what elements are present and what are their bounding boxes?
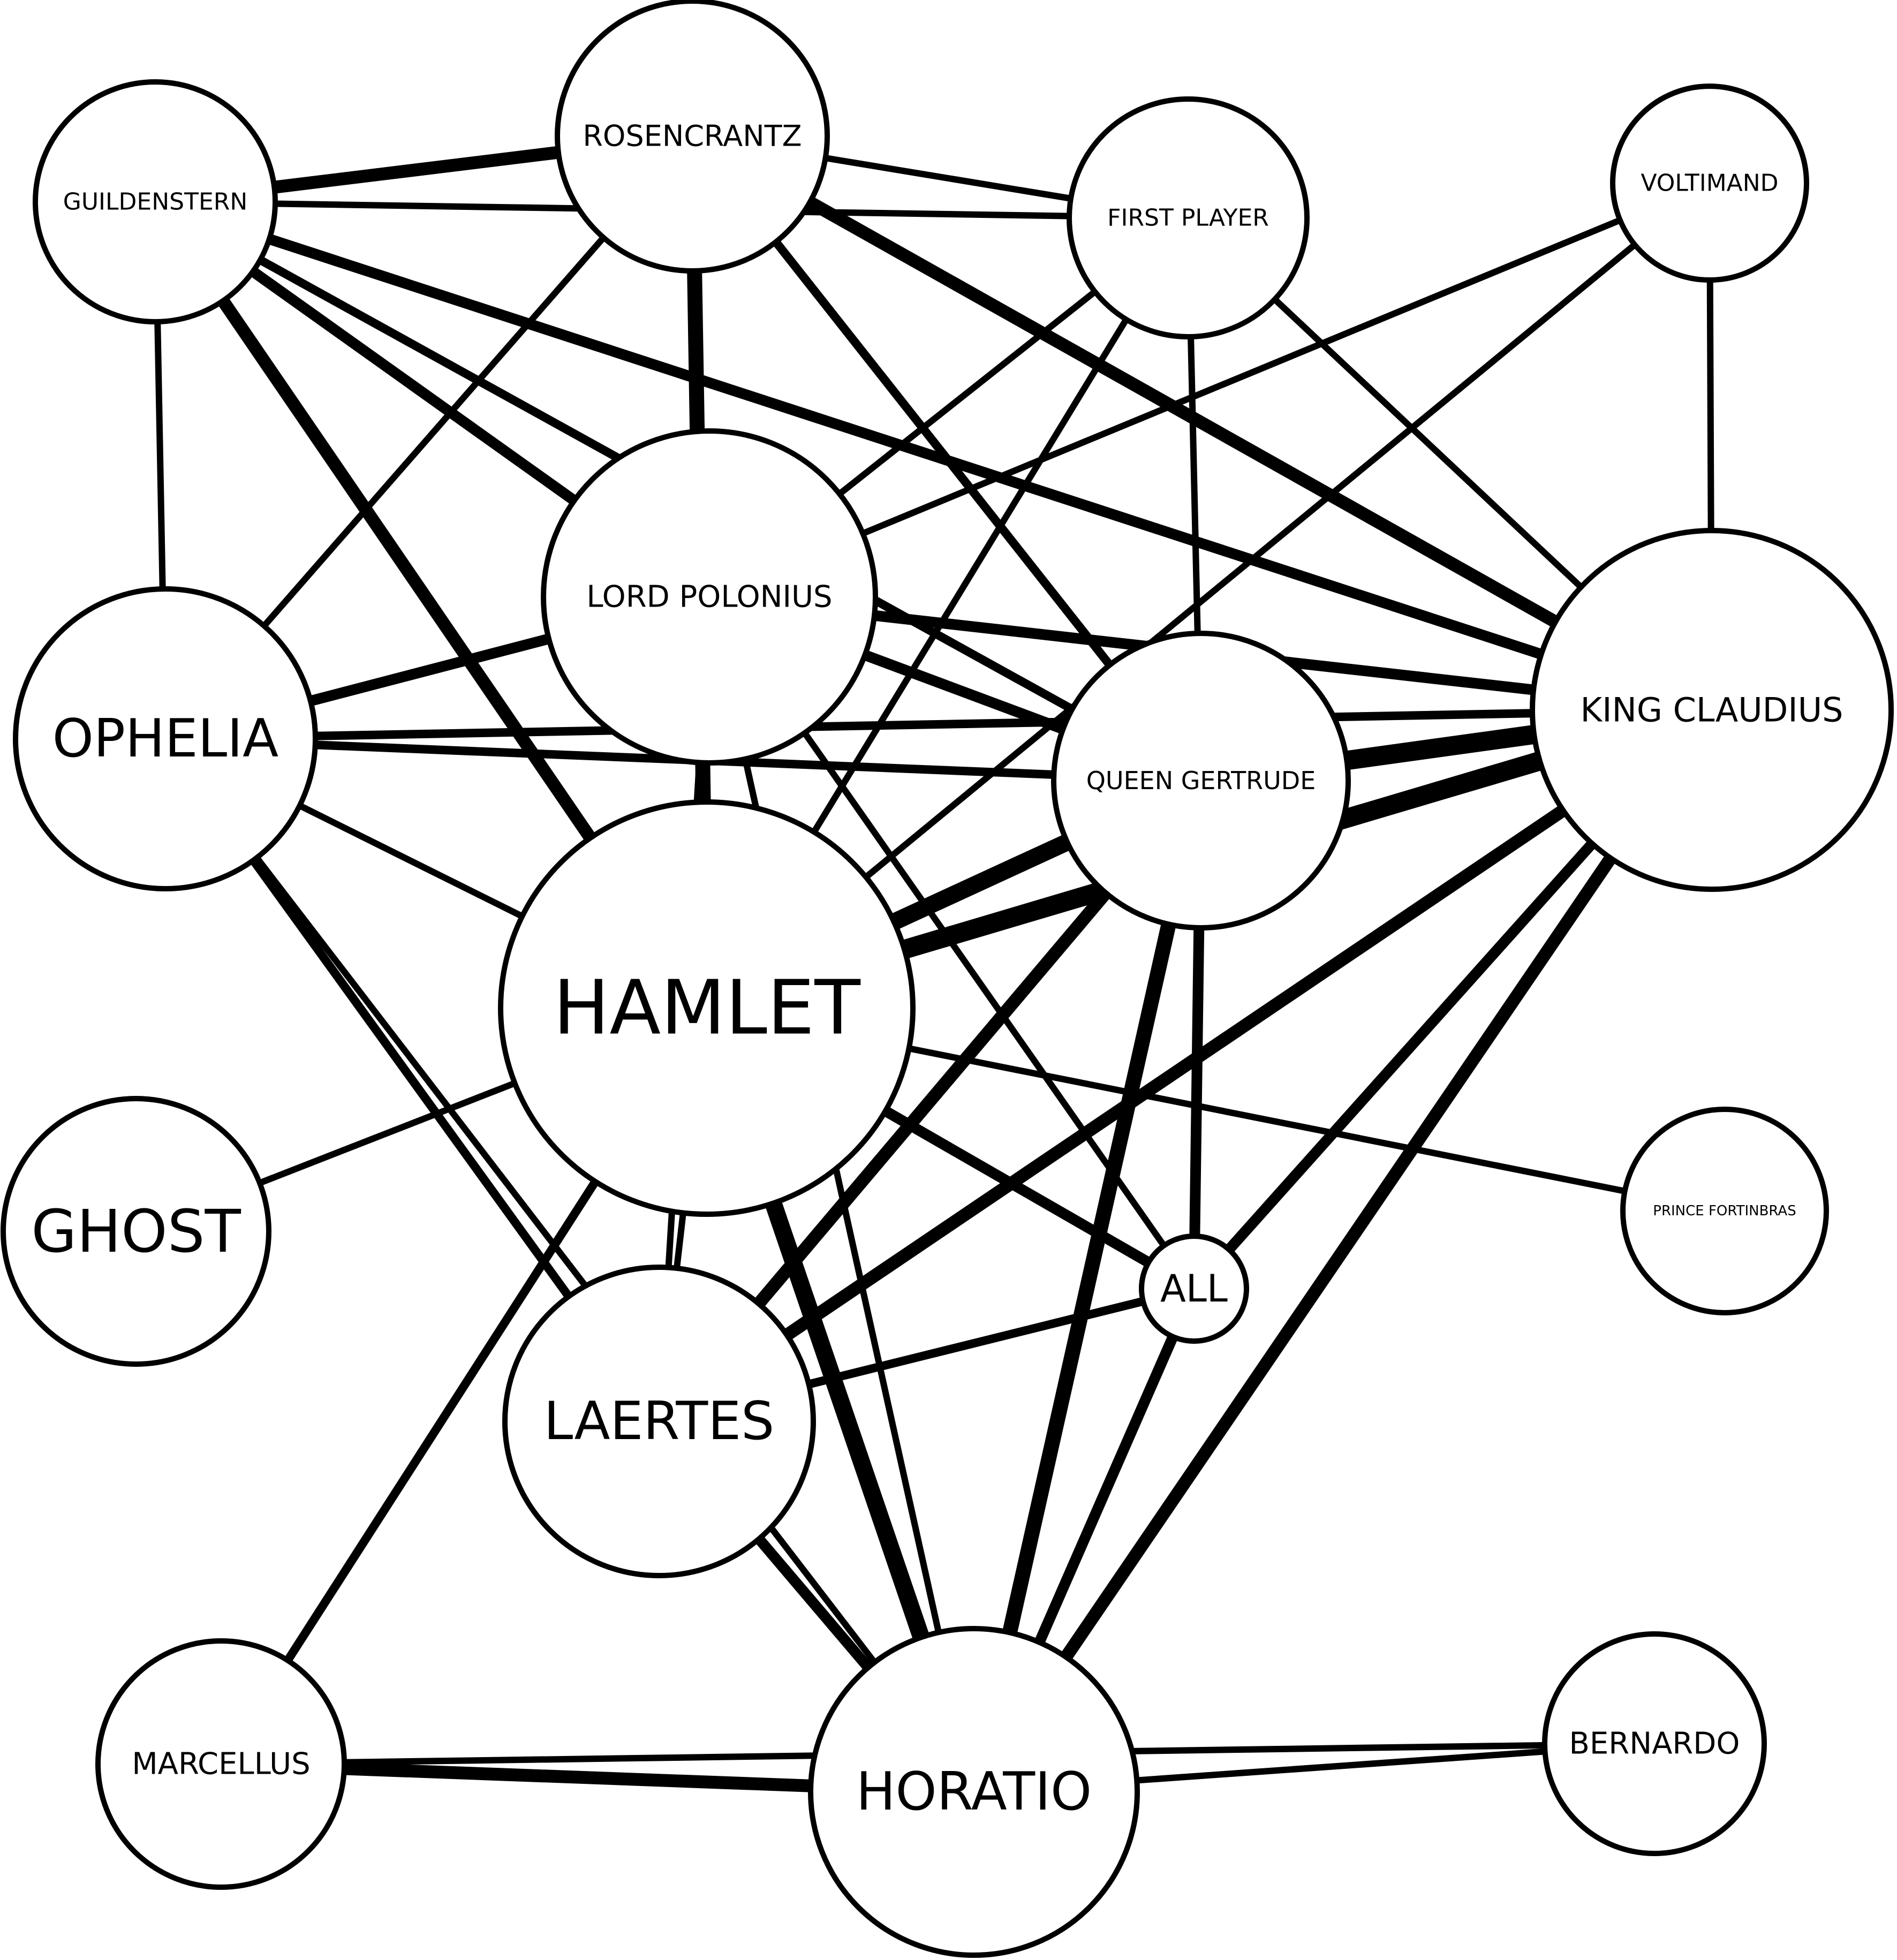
node-circle-voltimand bbox=[1610, 84, 1809, 283]
node-circle-laertes bbox=[502, 1265, 816, 1578]
edge-voltimand-hamlet bbox=[705, 180, 1712, 1011]
node-horatio: HORATIO bbox=[808, 1626, 1140, 1958]
node-circle-queen-gertrude bbox=[1051, 631, 1351, 930]
node-bernardo: BERNARDO bbox=[1542, 1631, 1767, 1856]
node-label-marcellus: MARCELLUS bbox=[132, 1747, 310, 1782]
edge-guildenstern-king-claudius bbox=[153, 196, 1714, 715]
node-label-ghost: GHOST bbox=[31, 1197, 241, 1266]
node-label-horatio: HORATIO bbox=[856, 1761, 1092, 1822]
node-queen-gertrude: QUEEN GERTRUDE bbox=[1051, 631, 1351, 930]
edge-rosencrantz-king-claudius bbox=[689, 130, 1715, 716]
node-circle-hamlet bbox=[498, 799, 916, 1217]
node-all: ALL bbox=[1139, 1233, 1249, 1344]
node-label-bernardo: BERNARDO bbox=[1569, 1727, 1740, 1761]
node-king-claudius: KING CLAUDIUS bbox=[1530, 528, 1894, 892]
node-label-lord-polonius: LORD POLONIUS bbox=[586, 580, 832, 615]
node-circle-marcellus bbox=[95, 1638, 347, 1890]
node-circle-rosencrantz bbox=[555, 0, 830, 274]
node-label-voltimand: VOLTIMAND bbox=[1641, 170, 1778, 197]
node-circle-king-claudius bbox=[1530, 528, 1894, 892]
node-label-rosencrantz: ROSENCRANTZ bbox=[583, 119, 802, 153]
node-label-hamlet: HAMLET bbox=[553, 965, 860, 1052]
node-guildenstern: GUILDENSTERN bbox=[33, 79, 278, 324]
node-label-all: ALL bbox=[1160, 1267, 1228, 1311]
node-marcellus: MARCELLUS bbox=[95, 1638, 347, 1890]
node-label-guildenstern: GUILDENSTERN bbox=[63, 188, 247, 216]
edge-king-claudius-laertes bbox=[655, 705, 1715, 1427]
edge-lord-polonius-horatio bbox=[706, 596, 977, 1793]
node-circle-ophelia bbox=[13, 586, 318, 891]
node-label-queen-gertrude: QUEEN GERTRUDE bbox=[1086, 766, 1316, 795]
node-ophelia: OPHELIA bbox=[13, 586, 318, 891]
node-rosencrantz: ROSENCRANTZ bbox=[555, 0, 830, 274]
node-circle-first-player bbox=[1067, 96, 1310, 339]
node-label-prince-fortinbras: PRINCE FORTINBRAS bbox=[1653, 1203, 1796, 1219]
node-ghost: GHOST bbox=[1, 1096, 271, 1367]
node-first-player: FIRST PLAYER bbox=[1067, 96, 1310, 339]
edge-voltimand-lord-polonius bbox=[708, 180, 1711, 600]
node-circle-lord-polonius bbox=[541, 428, 878, 766]
node-label-first-player: FIRST PLAYER bbox=[1107, 205, 1269, 232]
node-circle-ghost bbox=[1, 1096, 271, 1367]
node-circle-all bbox=[1139, 1233, 1249, 1344]
node-circle-prince-fortinbras bbox=[1620, 1107, 1829, 1315]
node-hamlet: HAMLET bbox=[498, 799, 916, 1217]
edge-ophelia-horatio bbox=[163, 737, 977, 1794]
edges-layer bbox=[134, 130, 1726, 1798]
node-circle-bernardo bbox=[1542, 1631, 1767, 1856]
edge-ophelia-king-claudius bbox=[165, 706, 1712, 743]
node-label-laertes: LAERTES bbox=[544, 1391, 775, 1452]
node-label-ophelia: OPHELIA bbox=[52, 708, 278, 769]
node-laertes: LAERTES bbox=[502, 1265, 816, 1578]
node-circle-guildenstern bbox=[33, 79, 278, 324]
edge-king-claudius-horatio bbox=[969, 706, 1717, 1796]
edge-queen-gertrude-horatio bbox=[966, 778, 1208, 1794]
node-lord-polonius: LORD POLONIUS bbox=[541, 428, 878, 766]
node-prince-fortinbras: PRINCE FORTINBRAS bbox=[1620, 1107, 1829, 1315]
node-voltimand: VOLTIMAND bbox=[1610, 84, 1809, 283]
node-circle-horatio bbox=[808, 1626, 1140, 1958]
node-label-king-claudius: KING CLAUDIUS bbox=[1581, 691, 1843, 730]
